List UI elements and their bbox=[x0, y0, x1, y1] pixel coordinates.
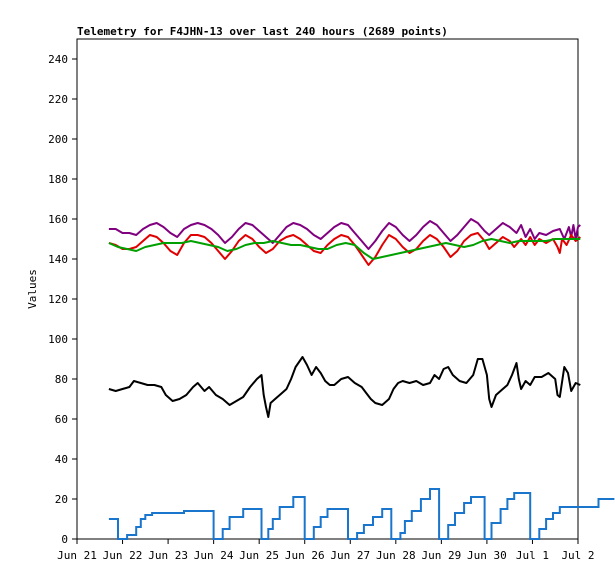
y-tick-label: 100 bbox=[48, 333, 68, 346]
x-tick-label: Jun 25 bbox=[239, 549, 279, 562]
y-tick-label: 160 bbox=[48, 213, 68, 226]
series-line-2 bbox=[108, 232, 581, 266]
x-tick-label: Jul 1 bbox=[516, 549, 549, 562]
x-tick-label: Jun 24 bbox=[194, 549, 234, 562]
series-line-3 bbox=[108, 238, 581, 260]
y-tick-label: 40 bbox=[55, 453, 68, 466]
y-tick-label: 180 bbox=[48, 173, 68, 186]
y-tick-label: 220 bbox=[48, 93, 68, 106]
x-tick-label: Jun 23 bbox=[148, 549, 188, 562]
chart-title: Telemetry for F4JHN-13 over last 240 hou… bbox=[77, 25, 448, 38]
y-axis-label: Values bbox=[26, 269, 39, 309]
plot-frame bbox=[76, 38, 579, 540]
series-layer bbox=[108, 218, 615, 540]
y-tick-label: 240 bbox=[48, 53, 68, 66]
x-tick-label: Jun 29 bbox=[421, 549, 461, 562]
x-tick-label: Jun 30 bbox=[467, 549, 507, 562]
y-tick-label: 120 bbox=[48, 293, 68, 306]
y-tick-label: 20 bbox=[55, 493, 68, 506]
x-axis: Jun 21 Jun 22 Jun 23 Jun 24 Jun 25 Jun 26 Jun … bbox=[57, 539, 595, 562]
series-line-1 bbox=[108, 218, 581, 250]
x-tick-label: Jun 28 bbox=[376, 549, 416, 562]
y-tick-label: 140 bbox=[48, 253, 68, 266]
series-line-4 bbox=[108, 356, 581, 418]
x-tick-label: Jun 22 bbox=[103, 549, 143, 562]
x-tick-label: Jun 27 bbox=[330, 549, 370, 562]
y-tick-label: 60 bbox=[55, 413, 68, 426]
x-tick-label: Jun 21 bbox=[57, 549, 97, 562]
y-tick-label: 0 bbox=[61, 533, 68, 546]
x-tick-label: Jun 26 bbox=[285, 549, 325, 562]
y-axis: 0 20 40 60 80 100 120 140 160 180 200 220 240 bbox=[48, 53, 77, 546]
y-tick-label: 200 bbox=[48, 133, 68, 146]
y-tick-label: 80 bbox=[55, 373, 68, 386]
series-line-5 bbox=[108, 488, 615, 540]
x-tick-label: Jul 2 bbox=[561, 549, 594, 562]
